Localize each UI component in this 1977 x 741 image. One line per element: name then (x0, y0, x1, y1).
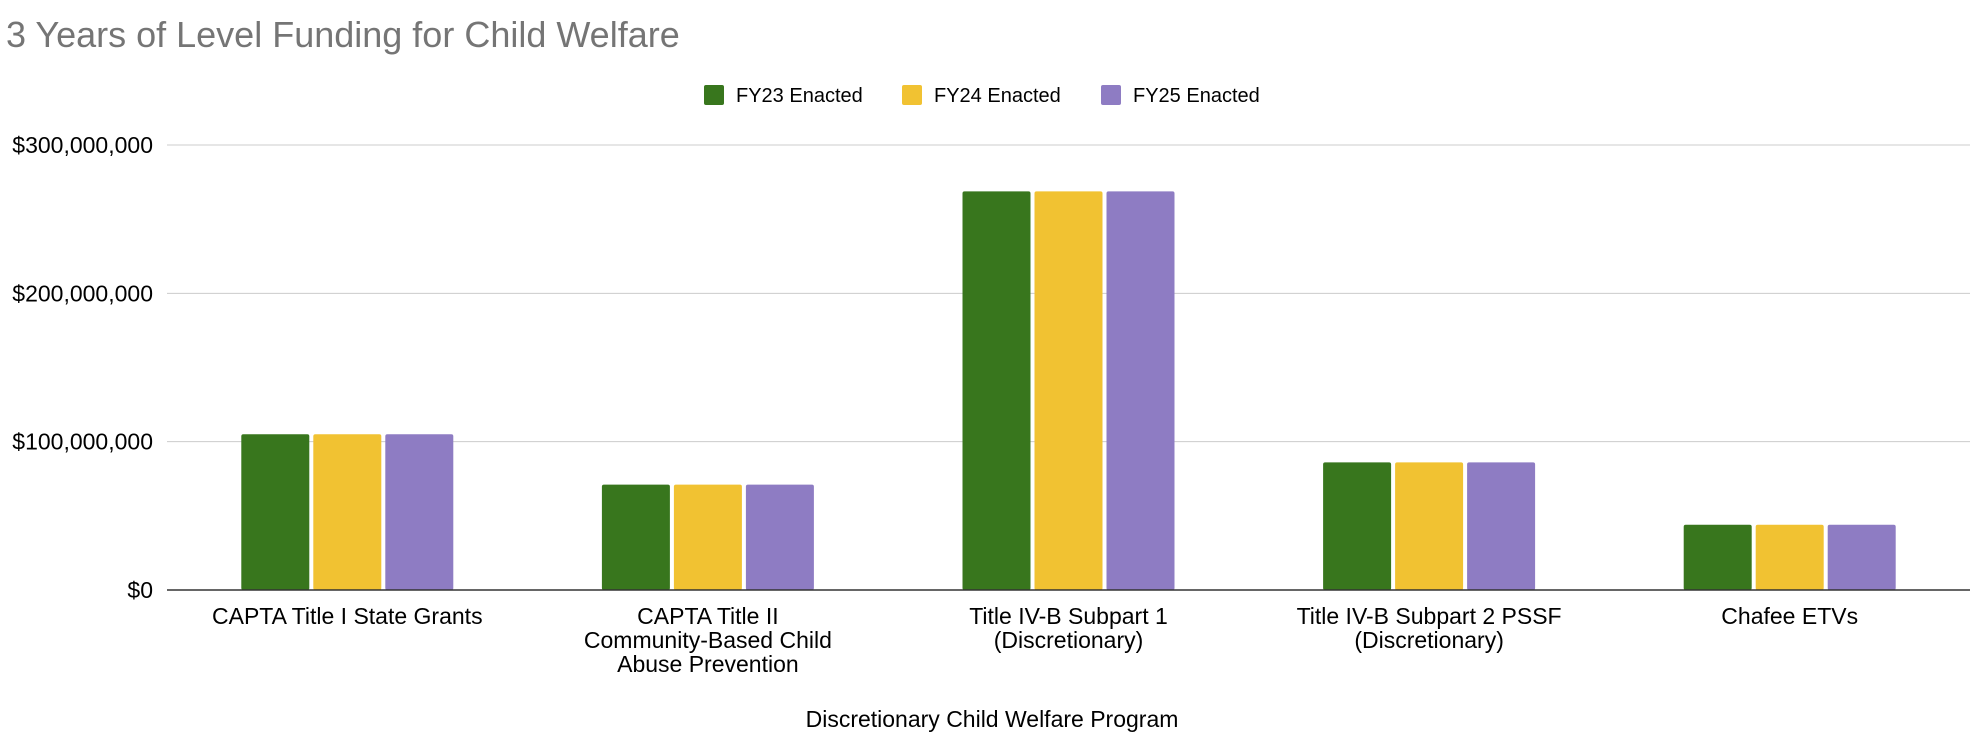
bar (1683, 524, 1752, 590)
bar (1034, 191, 1103, 590)
legend-label: FY24 Enacted (934, 85, 1061, 107)
x-tick-label: CAPTA Title I State Grants (212, 603, 483, 629)
legend-swatch (1101, 85, 1121, 105)
bar (385, 434, 454, 590)
bars (241, 191, 1896, 590)
x-axis-title: Discretionary Child Welfare Program (806, 706, 1179, 732)
bar (601, 484, 670, 590)
legend-label: FY23 Enacted (736, 85, 863, 107)
bar (745, 484, 814, 590)
x-tick-label-line: Community-Based Child (584, 627, 832, 653)
y-tick-label: $0 (127, 577, 153, 603)
bar (1755, 524, 1824, 590)
legend-swatch (704, 85, 724, 105)
x-tick-label-line: Title IV-B Subpart 1 (969, 603, 1168, 629)
x-tick-label-line: CAPTA Title II (637, 603, 778, 629)
x-tick-label: Title IV-B Subpart 2 PSSF (Discretionary) (1297, 603, 1562, 653)
x-tick-label-line: Chafee ETVs (1721, 603, 1858, 629)
x-axis-categories: CAPTA Title I State Grants CAPTA Title II… (212, 603, 1858, 677)
bar (1323, 462, 1392, 590)
x-tick-label: Chafee ETVs (1721, 603, 1858, 629)
chart-title: 3 Years of Level Funding for Child Welfa… (6, 14, 680, 55)
legend-label: FY25 Enacted (1133, 85, 1260, 107)
x-tick-label-line: (Discretionary) (994, 627, 1144, 653)
bar (241, 434, 310, 590)
x-tick-label-line: CAPTA Title I State Grants (212, 603, 483, 629)
bar (1106, 191, 1175, 590)
bar (1395, 462, 1464, 590)
bar (313, 434, 382, 590)
x-tick-label: CAPTA Title II Community-Based Child Abuse… (584, 603, 832, 677)
x-tick-label: Title IV-B Subpart 1 (Discretionary) (969, 603, 1168, 653)
x-tick-label-line: (Discretionary) (1354, 627, 1504, 653)
bar (1827, 524, 1896, 590)
bar (962, 191, 1031, 590)
y-axis-ticks: $0 $100,000,000 $200,000,000 $300,000,000 (12, 132, 153, 603)
y-tick-label: $200,000,000 (12, 280, 153, 306)
y-tick-label: $300,000,000 (12, 132, 153, 158)
bar (673, 484, 742, 590)
bar (1467, 462, 1536, 590)
legend-swatch (902, 85, 922, 105)
y-tick-label: $100,000,000 (12, 429, 153, 455)
x-tick-label-line: Title IV-B Subpart 2 PSSF (1297, 603, 1562, 629)
x-tick-label-line: Abuse Prevention (617, 651, 799, 677)
legend: FY23 Enacted FY24 Enacted FY25 Enacted (704, 85, 1260, 107)
